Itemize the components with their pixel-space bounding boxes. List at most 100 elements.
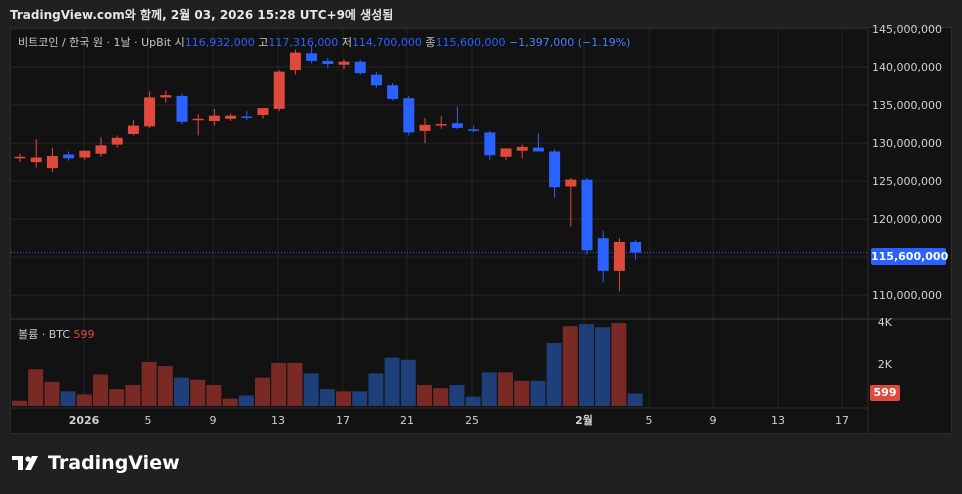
volume-bar — [255, 377, 270, 406]
tradingview-mark-icon — [12, 456, 38, 470]
time-tick-label: 2월 — [575, 413, 593, 427]
volume-bar — [400, 359, 416, 406]
time-tick-label: 9 — [210, 414, 217, 427]
volume-bar — [206, 385, 222, 406]
candle-body — [532, 147, 544, 152]
candle-body — [127, 125, 139, 134]
volume-tick-label: 2K — [878, 358, 893, 371]
candle-body — [192, 118, 204, 121]
high-label: 고 — [258, 36, 269, 49]
time-tick-label: 17 — [835, 414, 849, 427]
volume-bar — [611, 323, 627, 406]
candle-body — [403, 98, 415, 133]
candle-body — [354, 61, 366, 74]
open-value: 116,932,000 — [184, 36, 255, 49]
volume-bar — [60, 391, 76, 406]
volume-bar — [157, 366, 173, 406]
volume-legend-label: 볼륨 · BTC — [18, 328, 71, 341]
time-tick-label: 2026 — [69, 414, 100, 427]
close-value: 115,600,000 — [435, 36, 506, 49]
candle-body — [273, 71, 285, 109]
candle-body — [387, 85, 399, 99]
volume-bar — [546, 343, 562, 406]
candle-body — [451, 123, 463, 128]
volume-bar — [433, 388, 449, 406]
time-tick-label: 5 — [145, 414, 152, 427]
candle-body — [322, 60, 334, 64]
candle-body — [289, 52, 301, 71]
volume-bar — [93, 374, 108, 406]
volume-bar — [465, 396, 481, 406]
volume-bar — [28, 369, 44, 406]
volume-bar — [12, 400, 27, 406]
volume-bar — [336, 391, 351, 406]
change-value: −1,397,000 (−1.19%) — [509, 36, 631, 49]
volume-bar — [303, 373, 319, 406]
volume-bar — [498, 372, 513, 406]
volume-bar — [174, 377, 189, 406]
volume-bar — [352, 391, 368, 406]
volume-bar — [514, 380, 530, 406]
time-tick-label: 13 — [271, 414, 285, 427]
high-value: 117,316,000 — [268, 36, 339, 49]
volume-bar — [449, 385, 465, 406]
candle-body — [419, 124, 431, 131]
candle-body — [500, 148, 512, 157]
price-tick-label: 125,000,000 — [872, 175, 942, 188]
price-tick-label: 135,000,000 — [872, 99, 942, 112]
candle-body — [225, 115, 237, 119]
volume-bar — [595, 327, 611, 406]
candle-body — [95, 145, 107, 154]
volume-bar — [579, 324, 594, 406]
price-tick-label: 110,000,000 — [872, 289, 942, 302]
candle-body — [370, 74, 382, 86]
candle-body — [14, 156, 26, 159]
volume-bar — [287, 362, 303, 406]
volume-legend: 볼륨 · BTC 599 — [18, 326, 95, 342]
volume-bar — [109, 389, 125, 406]
time-tick-label: 25 — [465, 414, 479, 427]
candle-body — [160, 95, 172, 98]
candle-body — [46, 156, 58, 169]
time-tick-label: 17 — [336, 414, 350, 427]
volume-bar — [141, 361, 157, 406]
last-price-tag: 115,600,000 — [871, 248, 949, 265]
volume-bar — [271, 362, 287, 406]
tradingview-logo[interactable]: TradingView — [12, 452, 180, 474]
tradingview-wordmark: TradingView — [48, 452, 180, 474]
volume-bar — [562, 326, 578, 406]
price-tick-label: 145,000,000 — [872, 23, 942, 36]
volume-bar — [76, 394, 92, 406]
volume-bar — [238, 395, 254, 406]
candle-body — [435, 124, 447, 126]
open-label: 시 — [174, 36, 185, 49]
volume-bar — [368, 373, 384, 406]
volume-bar — [44, 381, 60, 406]
candle-body — [63, 154, 75, 159]
low-value: 114,700,000 — [351, 36, 422, 49]
time-tick-label: 21 — [400, 414, 414, 427]
candle-body — [241, 116, 253, 118]
symbol-name: 비트코인 / 한국 원 · 1날 · UpBit — [18, 36, 172, 49]
volume-legend-value: 599 — [73, 328, 95, 341]
volume-bar — [627, 393, 643, 406]
candle-body — [484, 132, 496, 156]
candle-body — [468, 129, 480, 131]
close-label: 종 — [425, 36, 436, 49]
time-tick-label: 5 — [646, 414, 653, 427]
price-tick-label: 130,000,000 — [872, 137, 942, 150]
volume-bar — [384, 357, 400, 406]
volume-bar — [417, 385, 432, 406]
volume-bar — [222, 398, 238, 406]
time-tick-label: 13 — [771, 414, 785, 427]
candle-body — [144, 97, 156, 127]
candle-body — [338, 61, 350, 65]
symbol-legend: 비트코인 / 한국 원 · 1날 · UpBit 시116,932,000 고1… — [18, 34, 630, 50]
candle-body — [597, 238, 609, 271]
candle-body — [581, 179, 593, 251]
volume-bar — [319, 389, 335, 406]
candle-body — [630, 241, 642, 253]
chart-caption: TradingView.com와 함께, 2월 03, 2026 15:28 U… — [10, 8, 394, 22]
candle-body — [30, 157, 42, 163]
